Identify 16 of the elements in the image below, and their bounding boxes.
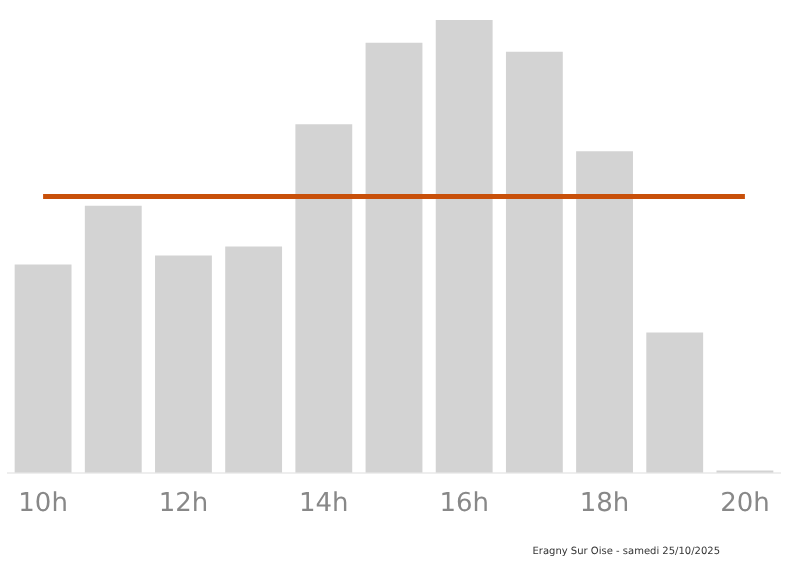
bar bbox=[295, 124, 353, 473]
bar bbox=[84, 205, 142, 473]
bar bbox=[646, 332, 704, 473]
bar bbox=[365, 42, 423, 473]
bar bbox=[505, 51, 563, 473]
bar bbox=[225, 246, 283, 473]
x-tick-label: 14h bbox=[299, 489, 349, 520]
bar bbox=[576, 151, 633, 473]
bar bbox=[435, 20, 493, 473]
x-tick-label: 10h bbox=[18, 489, 68, 520]
x-tick-label: 16h bbox=[439, 489, 489, 520]
bar bbox=[14, 264, 72, 473]
x-tick-label: 20h bbox=[720, 489, 770, 520]
bar bbox=[155, 255, 212, 473]
x-tick-label: 18h bbox=[579, 489, 630, 520]
x-tick-label: 12h bbox=[158, 489, 209, 520]
